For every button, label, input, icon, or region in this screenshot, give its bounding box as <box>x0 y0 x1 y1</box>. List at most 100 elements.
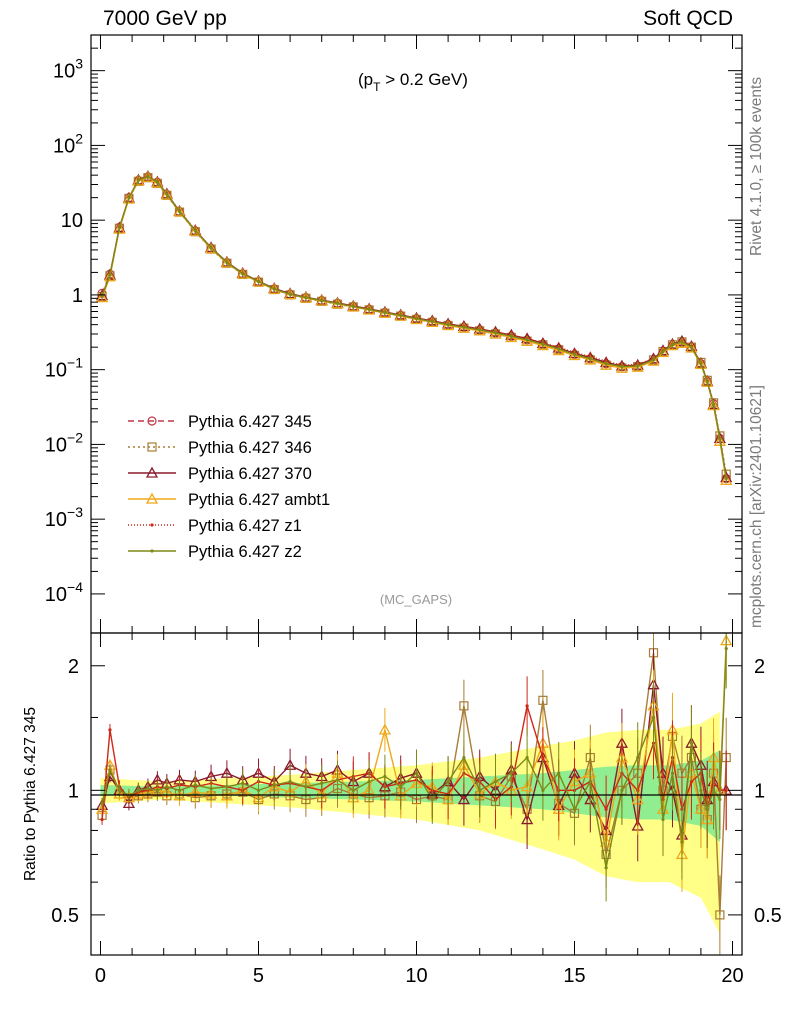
main-point-3-7 <box>160 188 173 200</box>
ratio-point-1-3 <box>122 797 136 809</box>
main-point-5-46 <box>718 436 722 441</box>
main-point-5-25 <box>446 323 450 327</box>
main-ytick-label-5: 10 <box>61 210 83 232</box>
main-point-5-12 <box>241 272 245 276</box>
main-point-3-14 <box>268 282 281 294</box>
ratio-point-4-0 <box>100 801 104 805</box>
main-point-5-26 <box>462 325 466 329</box>
ratio-point-4-34 <box>588 779 592 784</box>
main-series-group <box>95 170 733 486</box>
ratio-point-4-26 <box>462 755 466 760</box>
ratio-point-4-4 <box>136 788 141 792</box>
main-point-5-36 <box>620 364 624 369</box>
main-point-5-27 <box>478 328 482 332</box>
main-point-5-29 <box>509 334 513 338</box>
main-point-3-46 <box>713 434 726 446</box>
main-point-5-10 <box>209 246 213 250</box>
ratio-point-4-2 <box>117 788 122 792</box>
ratio-point-0-26 <box>459 701 469 711</box>
main-ytick-label-3: 10−1 <box>45 355 83 382</box>
ratio-point-1-26 <box>457 793 471 805</box>
main-point-5-15 <box>288 292 292 296</box>
main-point-3-42 <box>685 341 698 353</box>
main-point-5-11 <box>225 260 229 265</box>
main-point-5-43 <box>699 362 703 366</box>
main-point-5-32 <box>557 347 561 351</box>
xtick-label-2: 10 <box>405 965 427 987</box>
main-point-3-6 <box>151 176 164 188</box>
main-point-5-30 <box>525 338 529 342</box>
xtick-label-3: 15 <box>563 965 585 987</box>
ratio-point-0-31 <box>538 695 548 705</box>
ratio-point-4-30 <box>525 755 529 760</box>
main-point-5-37 <box>636 364 640 368</box>
xtick-label-1: 5 <box>253 965 264 987</box>
ratio-point-4-13 <box>256 788 261 792</box>
ratio-point-4-21 <box>383 774 387 779</box>
main-point-5-40 <box>670 343 675 347</box>
ratio-series-group <box>95 633 733 955</box>
main-point-5-19 <box>351 304 355 309</box>
main-point-5-34 <box>588 357 592 361</box>
ratio-point-4-37 <box>636 755 640 760</box>
main-point-5-6 <box>155 180 159 184</box>
ratio-point-2-30 <box>521 780 534 792</box>
main-point-5-2 <box>117 226 122 230</box>
main-series-line-5 <box>101 175 727 479</box>
ratio-ytick-label-right-1: 1 <box>754 780 765 802</box>
ratio-point-4-17 <box>320 781 324 785</box>
ratio-point-3-0 <box>100 817 104 822</box>
ratio-point-4-24 <box>430 797 434 802</box>
main-ytick-label-6: 102 <box>53 130 83 157</box>
ratio-point-4-23 <box>414 771 419 775</box>
main-point-5-16 <box>304 296 308 300</box>
main-point-5-39 <box>661 349 665 354</box>
ratio-ytick-label-right-2: 2 <box>754 656 765 678</box>
main-point-5-28 <box>493 331 498 335</box>
ratio-point-3-47 <box>724 788 728 792</box>
main-point-3-13 <box>252 275 265 287</box>
main-point-5-20 <box>367 307 371 312</box>
cut-annotation: (pT > 0.2 GeV) <box>358 70 468 94</box>
main-point-3-43 <box>694 357 708 369</box>
ratio-point-4-22 <box>399 785 403 789</box>
legend-label-3: Pythia 6.427 ambt1 <box>188 491 330 509</box>
legend-label-4: Pythia 6.427 z1 <box>188 517 302 535</box>
ratio-ytick-label-0: 0.5 <box>51 905 79 927</box>
main-point-5-31 <box>541 342 545 346</box>
main-point-5-45 <box>711 403 716 407</box>
main-point-3-40 <box>666 339 679 351</box>
ratio-point-4-7 <box>165 785 169 789</box>
main-point-5-21 <box>383 310 387 315</box>
ratio-point-3-30 <box>525 704 529 708</box>
header-category-label: Soft QCD <box>643 7 733 30</box>
ratio-point-4-16 <box>304 785 308 789</box>
ratio-series-line-1 <box>101 684 727 836</box>
main-point-5-7 <box>165 192 169 196</box>
ratio-point-4-36 <box>620 788 624 792</box>
ratio-point-4-29 <box>509 771 513 775</box>
ratio-point-4-41 <box>680 840 684 844</box>
main-series-line-3 <box>101 176 727 481</box>
ratio-ytick-label-right-0: 0.5 <box>754 905 782 927</box>
ratio-band-outer <box>100 711 720 934</box>
main-point-5-3 <box>127 196 131 200</box>
mcplots-label: mcplots.cern.ch [arXiv:2401.10621] <box>748 385 765 628</box>
analysis-watermark: (MC_GAPS) <box>380 592 452 607</box>
main-point-3-8 <box>173 205 186 217</box>
ratio-point-3-35 <box>604 807 608 811</box>
main-point-5-42 <box>689 345 694 349</box>
main-point-5-13 <box>256 279 261 284</box>
legend-marker-0 <box>147 416 157 426</box>
main-point-3-9 <box>189 224 202 236</box>
ratio-reference-bands <box>100 711 720 934</box>
main-series-line-4 <box>101 175 727 478</box>
ratio-point-4-44 <box>705 807 709 811</box>
main-ytick-label-4: 1 <box>72 285 83 307</box>
ratio-point-1-30 <box>521 813 534 825</box>
legend-label-5: Pythia 6.427 z2 <box>188 543 302 561</box>
main-point-5-8 <box>177 209 182 213</box>
ratio-point-4-27 <box>478 788 482 792</box>
main-point-5-4 <box>136 178 141 182</box>
